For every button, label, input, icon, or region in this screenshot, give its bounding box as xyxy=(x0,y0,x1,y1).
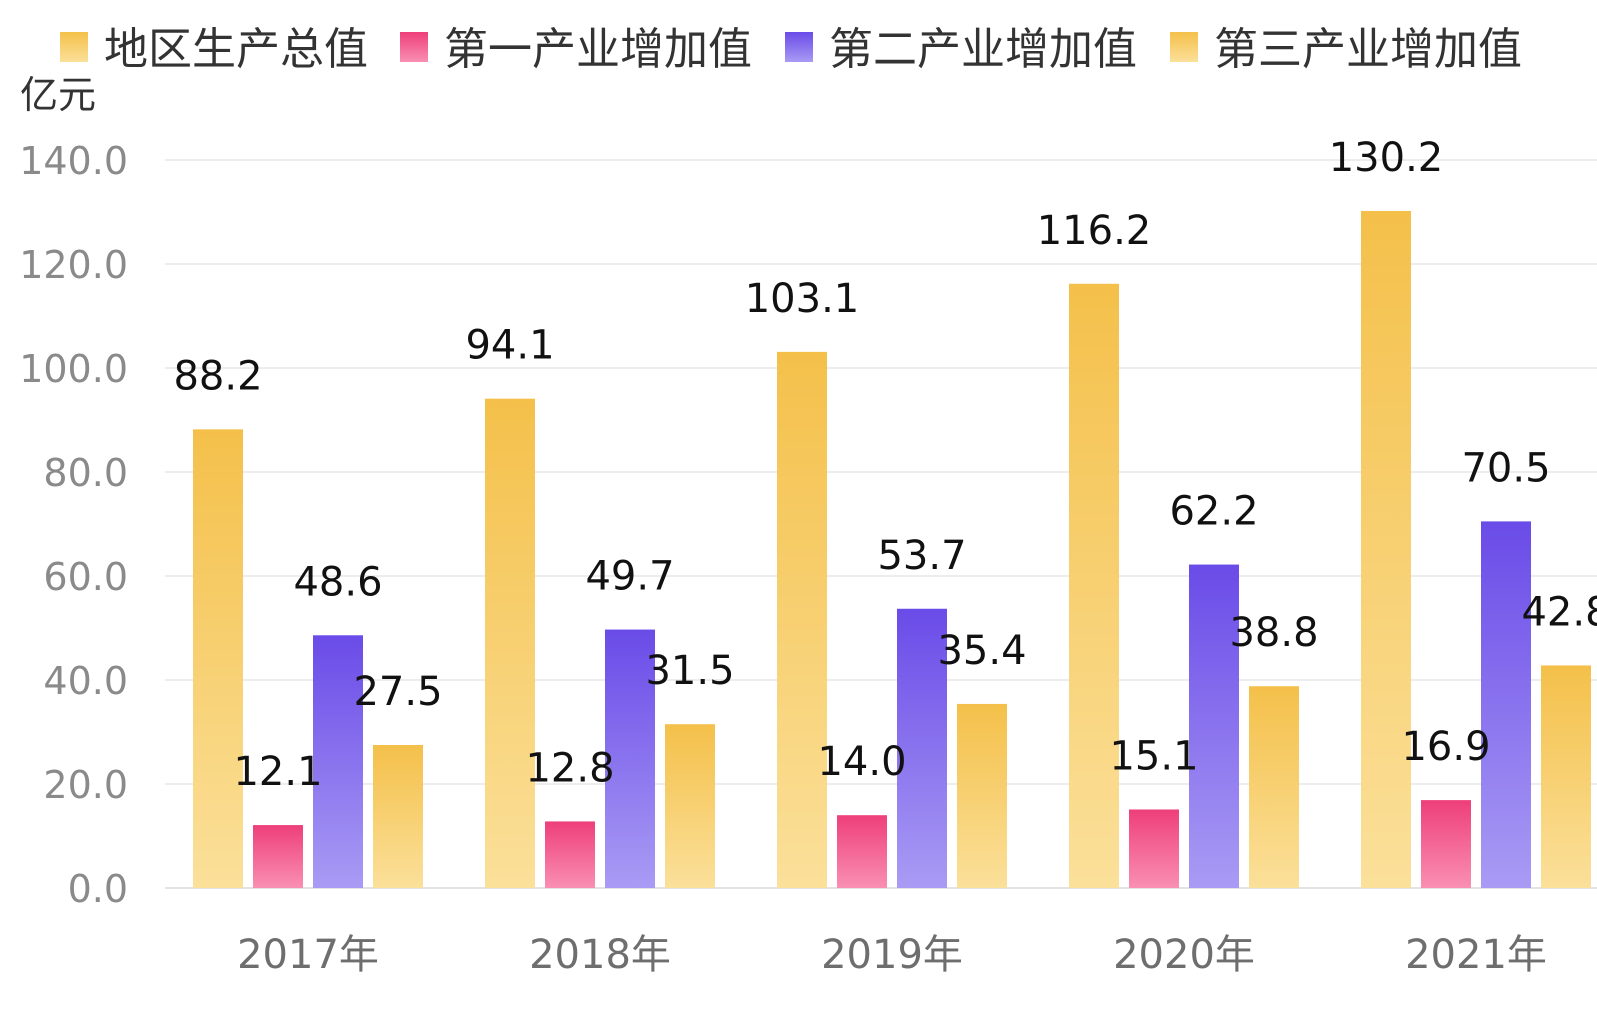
y-axis-unit: 亿元 xyxy=(20,73,96,117)
legend: 地区生产总值 第一产业增加值 第二产业增加值 第三产业增加值 xyxy=(60,24,1522,75)
bars xyxy=(193,210,1591,888)
bar-1-2019年[interactable] xyxy=(777,351,827,888)
value-label: 31.5 xyxy=(645,648,734,694)
y-tick-label: 80.0 xyxy=(43,451,128,495)
value-label: 38.8 xyxy=(1229,610,1318,656)
value-label: 94.1 xyxy=(465,323,554,369)
value-label: 14.0 xyxy=(817,739,906,785)
value-label: 16.9 xyxy=(1401,724,1490,770)
y-tick-label: 0.0 xyxy=(68,867,128,911)
y-tick-label: 20.0 xyxy=(43,763,128,807)
value-label: 116.2 xyxy=(1037,208,1152,254)
bar-1-2017年[interactable] xyxy=(193,429,243,888)
x-tick-label: 2017年 xyxy=(237,932,379,978)
bar-1-2018年[interactable] xyxy=(485,398,535,888)
legend-swatch-1 xyxy=(60,32,88,62)
legend-swatch-4 xyxy=(1170,32,1198,62)
y-tick-label: 40.0 xyxy=(43,659,128,703)
legend-label-3: 第二产业增加值 xyxy=(829,24,1137,75)
value-label: 103.1 xyxy=(745,276,860,322)
bar-4-2021年[interactable] xyxy=(1541,665,1591,888)
bar-2-2021年[interactable] xyxy=(1421,800,1471,888)
value-label: 15.1 xyxy=(1109,733,1198,779)
x-tick-label: 2020年 xyxy=(1113,932,1255,978)
bar-3-2017年[interactable] xyxy=(313,635,363,888)
bar-2-2019年[interactable] xyxy=(837,815,887,888)
x-tick-label: 2021年 xyxy=(1405,932,1547,978)
value-label: 62.2 xyxy=(1169,489,1258,535)
y-tick-label: 60.0 xyxy=(43,555,128,599)
bar-2-2018年[interactable] xyxy=(545,821,595,888)
value-label: 42.8 xyxy=(1521,589,1597,635)
legend-label-4: 第三产业增加值 xyxy=(1214,24,1522,75)
value-label: 27.5 xyxy=(353,669,442,715)
bar-3-2021年[interactable] xyxy=(1481,521,1531,888)
value-label: 48.6 xyxy=(293,559,382,605)
y-tick-label: 100.0 xyxy=(19,347,128,391)
bar-2-2020年[interactable] xyxy=(1129,809,1179,888)
legend-swatch-2 xyxy=(400,32,428,62)
value-label: 49.7 xyxy=(585,554,674,600)
value-label: 35.4 xyxy=(937,628,1026,674)
x-tick-label: 2019年 xyxy=(821,932,963,978)
bar-4-2020年[interactable] xyxy=(1249,686,1299,888)
x-axis-ticks: 2017年 2018年 2019年 2020年 2021年 xyxy=(237,932,1547,978)
legend-swatch-3 xyxy=(785,32,813,62)
legend-label-1: 地区生产总值 xyxy=(104,24,368,75)
value-label: 12.1 xyxy=(233,749,322,795)
bar-3-2019年[interactable] xyxy=(897,608,947,888)
bar-1-2021年[interactable] xyxy=(1361,210,1411,888)
value-label: 12.8 xyxy=(525,745,614,791)
value-labels: 88.2 12.1 48.6 27.5 94.1 12.8 49.7 31.5 103.1 14.… xyxy=(173,135,1597,795)
bar-4-2019年[interactable] xyxy=(957,703,1007,888)
value-label: 88.2 xyxy=(173,353,262,399)
y-axis-ticks: 0.0 20.0 40.0 60.0 80.0 100.0 120.0 140.0 xyxy=(19,139,128,911)
y-tick-label: 140.0 xyxy=(19,139,128,183)
value-label: 70.5 xyxy=(1461,445,1550,491)
bar-3-2018年[interactable] xyxy=(605,629,655,888)
bar-4-2018年[interactable] xyxy=(665,724,715,888)
bar-3-2020年[interactable] xyxy=(1189,564,1239,888)
bar-4-2017年[interactable] xyxy=(373,745,423,888)
x-tick-label: 2018年 xyxy=(529,932,671,978)
legend-label-2: 第一产业增加值 xyxy=(444,24,752,75)
value-label: 130.2 xyxy=(1329,135,1444,181)
bar-2-2017年[interactable] xyxy=(253,825,303,888)
y-tick-label: 120.0 xyxy=(19,243,128,287)
value-label: 53.7 xyxy=(877,533,966,579)
bar-1-2020年[interactable] xyxy=(1069,283,1119,888)
